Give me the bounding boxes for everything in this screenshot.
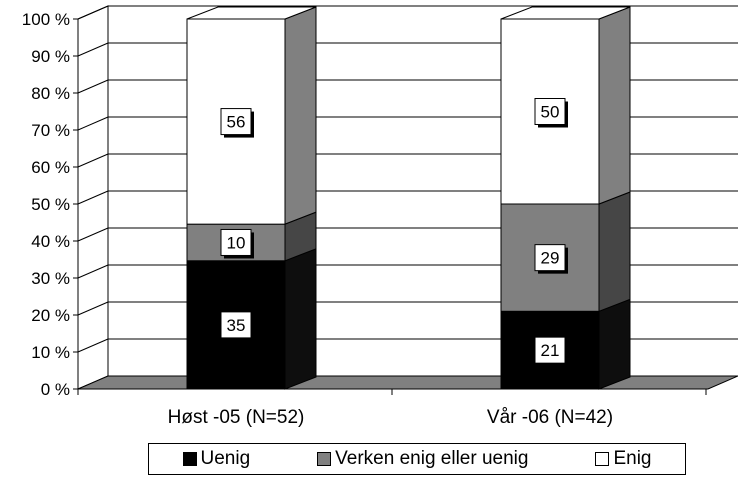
y-tick-label: 100 % [22,10,70,29]
legend-swatch-enig [595,452,610,466]
legend-item-neutral: Verken enig eller uenig [317,448,528,470]
y-tick-label: 90 % [31,47,70,66]
y-tick-label: 60 % [31,158,70,177]
data-label-box [220,311,252,339]
y-tick-label: 50 % [31,195,70,214]
legend-label-enig: Enig [613,448,652,469]
gridline-wall [77,153,109,168]
gridline-wall [77,79,109,94]
gridline-wall [77,190,109,205]
data-label: 29 [541,249,560,268]
gridline-wall [77,301,109,316]
legend-swatch-uenig [182,452,197,466]
bar-top [186,6,317,20]
y-tick-label: 30 % [31,269,70,288]
legend-swatch-neutral [317,452,332,466]
gridline-wall [77,116,109,131]
chart-plot: 0 % 10 % 20 % 30 % 40 % 50 % 60 % 70 % 80 % 90 % 1… [22,5,738,428]
bar-side [598,6,631,205]
data-label-box [220,228,252,256]
y-tick-label: 0 % [41,380,70,399]
data-label: 10 [227,233,246,252]
chart-floor [77,375,738,390]
data-label-box [534,336,566,364]
bar-side [284,6,317,225]
gridline-wall [77,42,109,57]
bar-side [598,298,631,390]
y-tick-label: 80 % [31,84,70,103]
x-tick-label: Høst -05 (N=52) [168,407,305,428]
x-tick-label: Vår -06 (N=42) [487,407,613,428]
data-label: 35 [227,316,246,335]
legend-item-enig: Enig [595,448,652,470]
data-label: 56 [227,113,246,132]
bar-top [500,6,631,20]
gridline-wall [77,227,109,242]
gridline-wall [77,5,109,20]
y-tick-label: 70 % [31,121,70,140]
legend-item-uenig: Uenig [182,448,251,470]
y-tick-label: 10 % [31,343,70,362]
legend-label-uenig: Uenig [200,448,251,469]
data-label: 21 [541,341,560,360]
bar-side [598,191,631,313]
legend-label-neutral: Verken enig eller uenig [335,448,529,469]
data-label: 50 [541,103,560,122]
data-label-box [534,244,566,272]
gridline-wall [77,264,109,279]
y-tick-label: 20 % [31,306,70,325]
data-label-box [220,108,252,136]
y-tick-label: 40 % [31,232,70,251]
bar-side [284,248,317,390]
gridline-wall [77,338,109,353]
chart-legend: Uenig Verken enig eller uenig Enig [148,443,686,475]
data-label-box [534,98,566,125]
